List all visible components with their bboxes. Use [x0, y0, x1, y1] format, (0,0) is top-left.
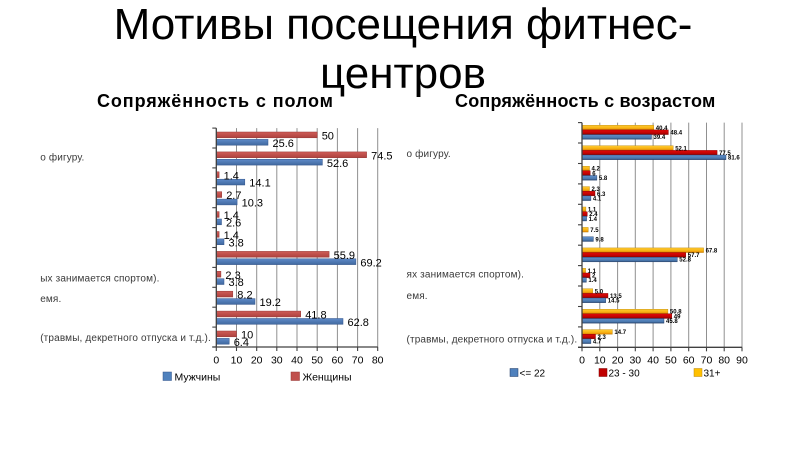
- svg-text:40.4: 40.4: [656, 126, 668, 132]
- svg-text:2.4: 2.4: [589, 212, 598, 218]
- svg-text:19.2: 19.2: [260, 297, 281, 309]
- svg-text:48.4: 48.4: [670, 131, 682, 137]
- svg-text:1.4: 1.4: [588, 278, 597, 284]
- svg-text:52.1: 52.1: [675, 146, 687, 152]
- svg-text:1.4: 1.4: [224, 210, 239, 222]
- svg-text:40: 40: [647, 355, 659, 367]
- svg-text:52.8: 52.8: [679, 258, 691, 264]
- svg-text:10: 10: [231, 355, 243, 367]
- svg-text:52.6: 52.6: [327, 158, 348, 170]
- svg-text:74.5: 74.5: [371, 150, 392, 162]
- svg-text:емя.: емя.: [40, 294, 61, 305]
- svg-text:13.5: 13.5: [610, 294, 622, 300]
- svg-text:о фигуру.: о фигуру.: [40, 152, 84, 164]
- svg-text:5.0: 5.0: [595, 289, 604, 295]
- svg-text:50: 50: [311, 355, 323, 367]
- svg-text:80: 80: [718, 355, 730, 367]
- svg-text:14.1: 14.1: [249, 178, 270, 190]
- svg-text:10: 10: [594, 355, 606, 367]
- svg-text:4.7: 4.7: [593, 339, 602, 345]
- svg-text:7.5: 7.5: [590, 228, 599, 234]
- svg-text:0: 0: [579, 355, 585, 367]
- svg-text:2.3: 2.3: [225, 270, 240, 282]
- svg-text:6.4: 6.4: [234, 337, 249, 349]
- svg-text:45.8: 45.8: [666, 319, 678, 325]
- svg-text:4.2: 4.2: [592, 167, 601, 173]
- svg-text:2.7: 2.7: [226, 190, 241, 202]
- svg-text:77.5: 77.5: [719, 151, 731, 157]
- svg-text:2.3: 2.3: [592, 187, 601, 193]
- svg-text:5.8: 5.8: [599, 176, 608, 182]
- svg-text:10: 10: [241, 330, 253, 342]
- svg-text:70: 70: [352, 355, 364, 367]
- svg-text:60: 60: [683, 355, 695, 367]
- svg-text:62.8: 62.8: [348, 317, 369, 329]
- svg-text:31+: 31+: [704, 369, 721, 380]
- svg-text:1.1: 1.1: [588, 208, 597, 214]
- svg-text:емя.: емя.: [407, 291, 428, 302]
- svg-text:90: 90: [736, 355, 748, 367]
- svg-text:4.1: 4.1: [593, 196, 602, 202]
- svg-text:2.6: 2.6: [226, 218, 241, 230]
- svg-text:ых занимается спортом).: ых занимается спортом).: [40, 274, 159, 285]
- svg-text:1.4: 1.4: [589, 217, 598, 223]
- svg-text:30: 30: [271, 355, 283, 367]
- svg-text:80: 80: [372, 355, 384, 367]
- svg-text:Мужчины: Мужчины: [175, 371, 221, 383]
- svg-text:6.3: 6.3: [597, 192, 606, 198]
- svg-text:2: 2: [592, 274, 596, 280]
- svg-text:50: 50: [665, 355, 677, 367]
- svg-text:(травмы, декретного отпуска и: (травмы, декретного отпуска и т.д.).: [407, 335, 578, 346]
- svg-text:2.3: 2.3: [598, 335, 607, 341]
- svg-text:40: 40: [291, 355, 303, 367]
- svg-text:30: 30: [629, 355, 641, 367]
- svg-text:69.2: 69.2: [360, 257, 381, 269]
- svg-text:14.5: 14.5: [608, 299, 620, 305]
- svg-text:3.8: 3.8: [229, 237, 244, 249]
- svg-text:50.8: 50.8: [670, 310, 682, 316]
- svg-text:9.8: 9.8: [595, 237, 604, 243]
- svg-text:81.6: 81.6: [728, 156, 740, 162]
- svg-text:20: 20: [251, 355, 263, 367]
- svg-text:Женщины: Женщины: [303, 371, 352, 383]
- svg-text:49: 49: [674, 314, 681, 320]
- svg-text:1.1: 1.1: [588, 269, 597, 275]
- svg-text:25.6: 25.6: [273, 138, 294, 150]
- svg-text:60: 60: [332, 355, 344, 367]
- svg-text:23 - 30: 23 - 30: [609, 369, 641, 380]
- svg-text:39.4: 39.4: [654, 135, 666, 141]
- svg-text:8.2: 8.2: [237, 290, 252, 302]
- svg-text:14.7: 14.7: [614, 330, 626, 336]
- svg-text:70: 70: [701, 355, 713, 367]
- svg-text:10.3: 10.3: [242, 198, 263, 210]
- svg-text:о фигуру.: о фигуру.: [407, 148, 451, 160]
- svg-text:<= 22: <= 22: [520, 369, 546, 380]
- svg-text:1.4: 1.4: [224, 170, 239, 182]
- svg-text:3.8: 3.8: [229, 277, 244, 289]
- svg-text:20: 20: [612, 355, 624, 367]
- svg-text:41.8: 41.8: [305, 310, 326, 322]
- svg-text:ях занимается спортом).: ях занимается спортом).: [407, 270, 525, 281]
- svg-text:(травмы, декретного отпуска и: (травмы, декретного отпуска и т.д.).: [40, 333, 211, 344]
- svg-text:6: 6: [592, 171, 596, 177]
- svg-text:55.9: 55.9: [334, 250, 355, 262]
- svg-text:1.4: 1.4: [224, 230, 239, 242]
- svg-text:57.7: 57.7: [688, 253, 700, 259]
- svg-text:50: 50: [322, 131, 334, 143]
- svg-text:0: 0: [213, 355, 219, 367]
- svg-text:67.8: 67.8: [706, 248, 718, 254]
